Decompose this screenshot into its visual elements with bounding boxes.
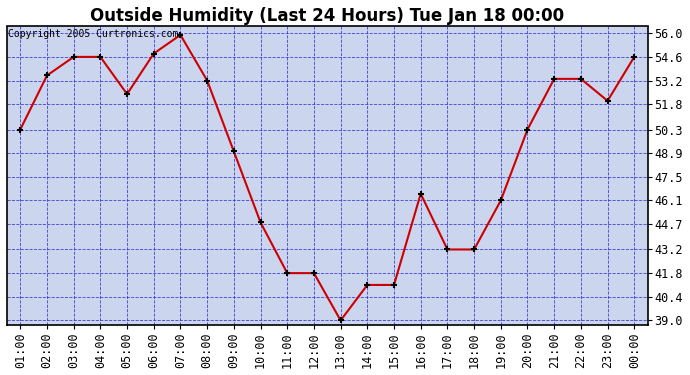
Title: Outside Humidity (Last 24 Hours) Tue Jan 18 00:00: Outside Humidity (Last 24 Hours) Tue Jan… [90,7,564,25]
Text: Copyright 2005 Curtronics.com: Copyright 2005 Curtronics.com [8,30,179,39]
